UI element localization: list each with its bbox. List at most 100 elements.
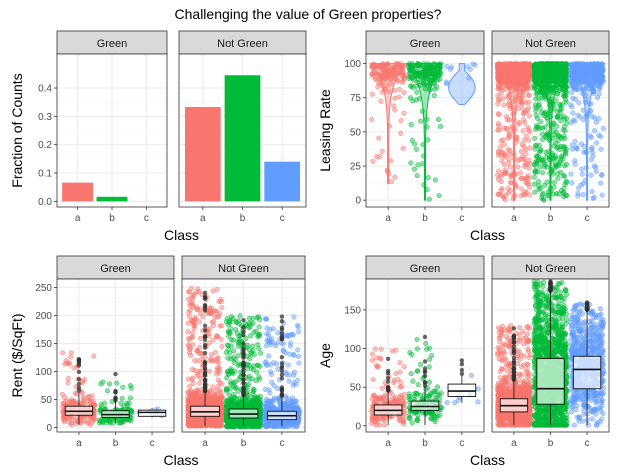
data-point bbox=[540, 190, 546, 197]
data-point bbox=[415, 162, 421, 168]
data-point bbox=[398, 118, 404, 124]
outlier-point bbox=[202, 303, 208, 309]
y-tick-label: 0.2 bbox=[38, 140, 52, 151]
data-point bbox=[392, 107, 398, 113]
data-point bbox=[523, 151, 529, 157]
data-point bbox=[219, 393, 225, 399]
data-point bbox=[580, 192, 586, 198]
box-c bbox=[137, 409, 167, 417]
data-point bbox=[505, 160, 511, 166]
data-point bbox=[544, 179, 550, 185]
data-point bbox=[518, 193, 524, 199]
data-point bbox=[408, 160, 414, 166]
bar-a bbox=[62, 182, 94, 202]
y-tick-label: 250 bbox=[35, 283, 52, 294]
data-point bbox=[126, 400, 132, 406]
y-tick-label: 100 bbox=[344, 59, 361, 70]
data-point bbox=[495, 191, 501, 197]
data-point bbox=[596, 116, 602, 122]
data-point bbox=[498, 178, 504, 185]
data-point bbox=[408, 83, 414, 89]
y-tick-label: 100 bbox=[35, 367, 52, 378]
bar-c bbox=[264, 161, 301, 202]
data-point bbox=[515, 164, 521, 170]
data-point bbox=[472, 62, 478, 68]
x-tick-label: a bbox=[200, 213, 206, 224]
data-point bbox=[520, 128, 526, 134]
data-point bbox=[185, 376, 191, 382]
data-point bbox=[189, 285, 195, 291]
data-point bbox=[589, 149, 596, 155]
data-point bbox=[526, 158, 532, 164]
data-point bbox=[437, 76, 443, 82]
data-point bbox=[522, 120, 528, 126]
data-point bbox=[531, 181, 537, 187]
data-point bbox=[388, 158, 394, 164]
data-point bbox=[191, 325, 197, 332]
data-point bbox=[218, 336, 224, 342]
data-point bbox=[551, 132, 557, 138]
data-point bbox=[575, 87, 582, 93]
data-point bbox=[505, 190, 511, 196]
data-point bbox=[506, 132, 512, 138]
data-point bbox=[599, 192, 605, 198]
data-point bbox=[570, 110, 576, 116]
data-point bbox=[187, 398, 193, 404]
data-point bbox=[119, 395, 125, 401]
data-point bbox=[557, 103, 563, 109]
data-point bbox=[65, 380, 71, 386]
data-point bbox=[562, 136, 568, 142]
data-point bbox=[104, 388, 111, 394]
data-point bbox=[374, 154, 380, 160]
data-point bbox=[392, 65, 398, 71]
x-tick-label: b bbox=[548, 213, 554, 224]
data-point bbox=[212, 349, 218, 355]
data-point bbox=[217, 419, 223, 425]
data-point bbox=[415, 70, 421, 76]
panel-marks bbox=[184, 75, 301, 202]
data-point bbox=[551, 179, 557, 186]
data-point bbox=[599, 74, 605, 81]
data-point bbox=[128, 385, 134, 391]
data-point bbox=[185, 329, 191, 335]
data-point bbox=[207, 309, 213, 316]
data-point bbox=[502, 170, 508, 176]
outlier-point bbox=[202, 342, 208, 348]
data-point bbox=[600, 125, 606, 131]
data-point bbox=[526, 165, 532, 171]
data-point bbox=[525, 124, 531, 131]
data-point bbox=[388, 179, 394, 185]
data-point bbox=[536, 149, 542, 155]
data-point bbox=[116, 420, 122, 426]
panel-marks bbox=[369, 61, 478, 202]
data-point bbox=[496, 82, 502, 88]
outlier-point bbox=[202, 382, 208, 387]
data-point bbox=[65, 375, 71, 382]
data-point bbox=[574, 146, 580, 152]
data-point bbox=[396, 94, 402, 100]
data-point bbox=[197, 368, 204, 374]
data-point bbox=[495, 92, 501, 99]
data-point bbox=[376, 135, 382, 141]
data-point bbox=[557, 87, 563, 94]
x-tick-label: b bbox=[240, 213, 246, 224]
outlier-point bbox=[202, 367, 208, 372]
data-point bbox=[392, 95, 398, 101]
data-point bbox=[543, 134, 549, 140]
panel-marks bbox=[62, 182, 128, 202]
data-point bbox=[465, 64, 471, 70]
data-point bbox=[537, 185, 544, 191]
x-tick-label: a bbox=[76, 438, 82, 449]
outlier-point bbox=[76, 377, 82, 382]
data-point bbox=[540, 170, 546, 176]
data-point bbox=[379, 67, 385, 73]
data-point bbox=[63, 398, 69, 404]
data-point bbox=[387, 81, 393, 87]
y-tick-label: 150 bbox=[35, 339, 52, 350]
data-point bbox=[413, 146, 419, 152]
